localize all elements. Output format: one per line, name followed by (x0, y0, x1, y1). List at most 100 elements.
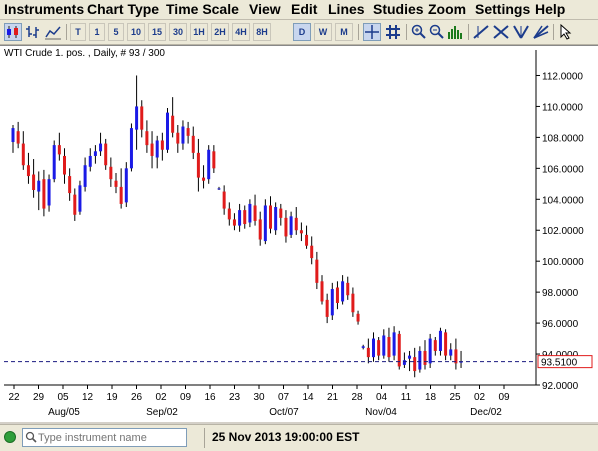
candle (444, 329, 448, 361)
candle-body (222, 191, 226, 209)
menu-settings[interactable]: Settings (475, 1, 531, 17)
candle-body (397, 333, 401, 367)
menu-instruments[interactable]: Instruments (4, 1, 85, 17)
candle-body (279, 208, 283, 218)
candle (243, 205, 247, 229)
candle (294, 207, 298, 235)
candle (335, 281, 339, 310)
line-chart-icon[interactable] (44, 23, 62, 41)
candle-body (305, 234, 309, 246)
timeframe-4h-button[interactable]: 4H (232, 23, 250, 41)
price-tick-label: 102.0000 (542, 226, 584, 237)
timeframe-d-button[interactable]: D (293, 23, 311, 41)
menu-bar: Instruments Chart Type Time Scale View E… (0, 0, 598, 20)
instrument-search-input[interactable] (38, 429, 184, 446)
candle (361, 344, 365, 350)
price-chart[interactable]: WTI Crude 1. pos. , Daily, # 93 / 300 11… (0, 46, 598, 422)
time-tick-label: 25 (449, 392, 461, 403)
menu-zoom[interactable]: Zoom (428, 1, 467, 17)
price-tick-label: 112.0000 (542, 71, 583, 82)
timeframe-1-button[interactable]: 1 (89, 23, 105, 41)
instrument-search[interactable] (22, 428, 187, 447)
candle-body (232, 219, 236, 226)
menu-chart-type[interactable]: Chart Type (87, 1, 160, 17)
candle-body (26, 165, 30, 177)
price-tick-label: 100.0000 (542, 257, 584, 268)
candle-body (186, 128, 190, 136)
candle-body (124, 168, 128, 203)
candle (397, 330, 401, 370)
candle-body (212, 151, 216, 169)
zoom-out-icon[interactable] (428, 23, 446, 41)
candle (423, 340, 427, 370)
timeframe-30-button[interactable]: 30 (169, 23, 187, 41)
candle (176, 125, 180, 153)
time-tick-label: 28 (351, 392, 363, 403)
candle-body (63, 155, 66, 175)
candle-body (258, 219, 262, 240)
channel-icon[interactable] (512, 23, 530, 41)
timeframe-5-button[interactable]: 5 (108, 23, 124, 41)
candle-body (42, 179, 46, 209)
time-tick-label: 11 (401, 392, 412, 403)
timeframe-10-button[interactable]: 10 (127, 23, 145, 41)
pointer-icon[interactable] (557, 23, 575, 41)
menu-view[interactable]: View (249, 1, 281, 17)
menu-studies[interactable]: Studies (373, 1, 424, 17)
price-tick-label: 92.0000 (542, 381, 579, 392)
candle-body (428, 338, 432, 364)
timeframe-15-button[interactable]: 15 (148, 23, 166, 41)
candle (207, 145, 211, 184)
menu-lines[interactable]: Lines (328, 1, 365, 17)
candle (26, 152, 30, 184)
zoom-in-icon[interactable] (410, 23, 428, 41)
candle (310, 236, 314, 265)
candle-body (150, 143, 154, 156)
candle (88, 148, 92, 172)
candle (68, 168, 72, 201)
fibonacci-icon[interactable] (492, 23, 510, 41)
chart-legend: WTI Crude 1. pos. , Daily, # 93 / 300 (4, 48, 165, 59)
time-tick-label: 04 (376, 392, 388, 403)
volume-icon[interactable] (446, 23, 464, 41)
timeframe-1h-button[interactable]: 1H (190, 23, 208, 41)
search-icon (25, 431, 37, 443)
candle-body (160, 140, 164, 150)
candle (227, 202, 231, 226)
grid-icon[interactable] (384, 23, 402, 41)
time-tick-label: 14 (302, 392, 314, 403)
menu-edit[interactable]: Edit (291, 1, 318, 17)
candle-body (274, 207, 278, 231)
candle (253, 194, 257, 226)
bar-chart-icon[interactable] (24, 23, 42, 41)
timeframe-8h-button[interactable]: 8H (253, 23, 271, 41)
timeframe-w-button[interactable]: W (314, 23, 332, 41)
candle-body (68, 176, 72, 194)
status-datetime: 25 Nov 2013 19:00:00 EST (212, 430, 360, 444)
candle-body (253, 205, 257, 221)
candle-body (454, 349, 458, 364)
candle-body (449, 349, 453, 356)
crosshair-icon[interactable] (363, 23, 381, 41)
timeframe-t-button[interactable]: T (70, 23, 86, 41)
chart-panel[interactable]: WTI Crude 1. pos. , Daily, # 93 / 300 11… (0, 45, 598, 422)
candle (166, 107, 169, 153)
candle (433, 337, 437, 356)
candle (269, 196, 272, 234)
candle (263, 199, 267, 245)
candle (284, 210, 288, 243)
candle-body (104, 143, 108, 166)
candle-body (37, 180, 41, 192)
candle (83, 157, 87, 192)
menu-time-scale[interactable]: Time Scale (166, 1, 239, 17)
timeframe-2h-button[interactable]: 2H (211, 23, 229, 41)
timeframe-m-button[interactable]: M (335, 23, 353, 41)
month-label: Oct/07 (269, 407, 299, 418)
candlestick-chart-icon[interactable] (4, 23, 22, 41)
menu-help[interactable]: Help (535, 1, 566, 17)
trendline-icon[interactable] (472, 23, 490, 41)
gann-icon[interactable] (532, 23, 550, 41)
candle-body (145, 131, 149, 146)
candle (449, 343, 453, 361)
candle-body (392, 332, 396, 356)
